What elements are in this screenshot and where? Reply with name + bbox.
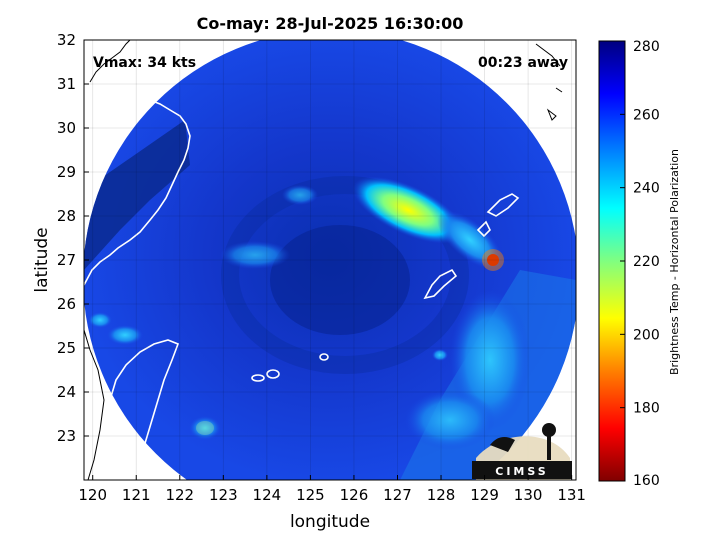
island-south-3 [319,353,329,361]
x-tick-label: 125 [296,486,325,504]
x-tick-label: 123 [209,486,238,504]
hotspot-east-halo [482,249,504,271]
colorbar-label: Brightness Temp - Horizontal Polarizatio… [668,149,681,375]
colorbar-tick-label: 160 [633,473,660,489]
rainband-southeast [405,390,495,450]
y-tick-label: 30 [57,119,76,137]
west-band-2 [88,312,112,328]
y-tick-label: 32 [57,31,76,49]
center-spot [432,349,448,361]
y-tick-label: 25 [57,339,76,357]
x-tick-label: 122 [165,486,194,504]
swath-layer: CIMSS [84,40,576,480]
island-east-3 [476,220,491,238]
colorbar-tick-label: 220 [633,254,660,270]
china-coastline-outer [89,40,131,83]
x-axis-label: longitude [290,512,370,532]
y-tick-label: 27 [57,251,76,269]
x-tick-label: 131 [557,486,586,504]
island-south-2 [266,369,280,379]
colorbar-ticks: 280 260 240 220 200 180 160 [620,39,660,489]
vmax-annotation: Vmax: 34 kts [93,55,196,71]
y-tick-label: 23 [57,427,76,445]
north-spots [220,241,290,269]
inner-ring [221,176,469,374]
x-tick-label: 124 [253,486,282,504]
logo-tower-icon [547,428,551,460]
x-tick-label: 128 [427,486,456,504]
island-east-2 [423,268,458,300]
eye-region [270,225,410,335]
islands-north-east [535,43,563,121]
hotspot-east [487,254,499,266]
coast-warm-region [84,120,190,270]
west-band [107,325,143,345]
x-tick-label: 130 [514,486,543,504]
chart-title: Co-may: 28-Jul-2025 16:30:00 [197,14,464,33]
rainband-northeast-tail [437,210,503,270]
y-tick-label: 26 [57,295,76,313]
y-tick-label: 28 [57,207,76,225]
y-tick-label: 24 [57,383,76,401]
west-coast-black [84,329,105,480]
south-patch-halo [189,416,221,440]
x-tick-label: 120 [78,486,107,504]
y-axis: 23 24 25 26 27 28 29 30 31 32 [57,31,89,445]
rainband-northeast [352,176,464,244]
cimss-logo: CIMSS [472,423,572,480]
colorbar-tick-label: 240 [633,181,660,197]
x-tick-label: 121 [122,486,151,504]
island-south-1 [251,374,265,382]
taiwan-outline [107,339,180,480]
x-axis: 120 121 122 123 124 125 126 127 128 129 130 131 [78,475,586,504]
logo-tank-icon [542,423,556,437]
logo-band [472,461,572,479]
colorbar-tick-label: 260 [633,107,660,123]
logo-dish-icon [490,436,515,452]
grid [84,40,576,480]
time-away-annotation: 00:23 away [478,55,568,71]
china-coastline [84,81,191,286]
colorbar-tick-label: 180 [633,401,660,417]
y-tick-label: 29 [57,163,76,181]
north-spots-2 [282,185,318,205]
y-tick-label: 31 [57,75,76,93]
colorbar-tick-label: 200 [633,327,660,343]
island-east-1 [486,193,520,217]
x-tick-label: 126 [340,486,369,504]
logo-text: CIMSS [495,465,548,478]
x-tick-label: 129 [470,486,499,504]
y-axis-label: latitude [32,227,52,292]
x-tick-label: 127 [383,486,412,504]
colorbar-tick-label: 280 [633,39,660,55]
